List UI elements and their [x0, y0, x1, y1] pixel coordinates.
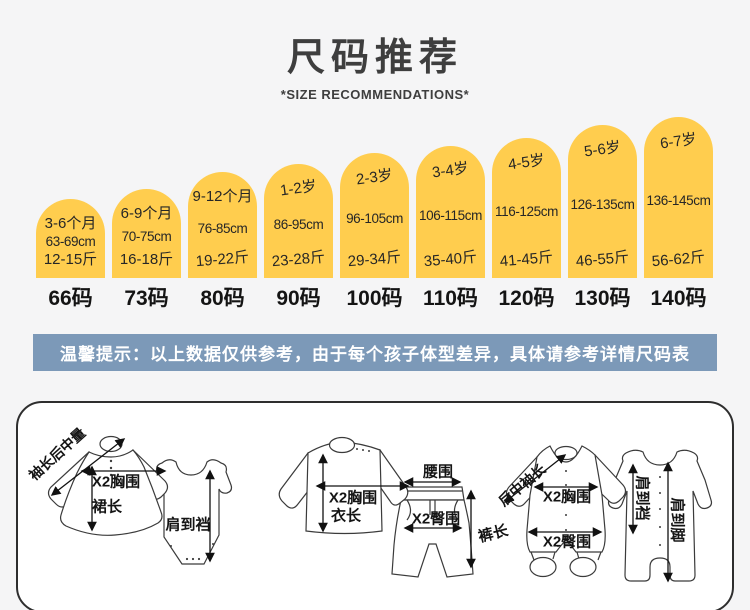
dress-skirt-label: 裙长 — [91, 498, 123, 516]
size-code-label: 140码 — [650, 287, 707, 310]
column-height: 116-125cm — [495, 203, 558, 219]
column-age: 9-12个月 — [192, 188, 253, 205]
size-code-label: 100码 — [346, 287, 403, 310]
column-age: 2-3岁 — [355, 166, 394, 189]
column-height: 96-105cm — [346, 211, 403, 226]
standing-romper-outline — [607, 449, 713, 582]
size-column: 4-5岁 116-125cm 41-45斤 120码 — [492, 138, 561, 310]
size-arch: 3-6个月 63-69cm 12-15斤 — [36, 199, 105, 278]
column-age: 6-7岁 — [659, 130, 698, 153]
column-age: 1-2岁 — [279, 177, 318, 200]
size-column: 2-3岁 96-105cm 29-34斤 100码 — [340, 153, 409, 310]
size-code-label: 80码 — [200, 287, 245, 310]
size-arch: 6-7岁 136-145cm 56-62斤 — [644, 117, 713, 278]
size-arch: 5-6岁 126-135cm 46-55斤 — [568, 125, 637, 278]
size-column: 5-6岁 126-135cm 46-55斤 130码 — [568, 125, 637, 310]
column-weight: 41-45斤 — [499, 248, 554, 271]
size-code-label: 90码 — [276, 287, 321, 310]
measurement-diagrams-svg — [47, 435, 713, 583]
column-weight: 46-55斤 — [575, 248, 630, 271]
size-arch: 2-3岁 96-105cm 29-34斤 — [340, 153, 409, 278]
page-subtitle: *SIZE RECOMMENDATIONS* — [280, 87, 470, 102]
pants-waist-label: 腰围 — [422, 463, 454, 481]
column-height: 126-135cm — [570, 197, 635, 212]
size-column: 3-4岁 106-115cm 35-40斤 110码 — [416, 146, 485, 310]
size-column: 6-7岁 136-145cm 56-62斤 140码 — [644, 117, 713, 310]
page-title: 尺码推荐 — [286, 37, 463, 79]
column-weight: 23-28斤 — [271, 248, 326, 271]
size-code-label: 130码 — [574, 287, 631, 310]
size-arch: 9-12个月 76-85cm 19-22斤 — [188, 172, 257, 278]
romper-chest-label: X2胸围 — [542, 488, 592, 506]
column-age: 3-4岁 — [431, 159, 470, 182]
column-height: 63-69cm — [45, 234, 96, 249]
column-height: 86-95cm — [273, 216, 324, 232]
romper-sleeve-arrow — [503, 454, 567, 503]
dress-chest-label: X2胸围 — [91, 473, 141, 491]
size-column: 3-6个月 63-69cm 12-15斤 66码 — [36, 199, 105, 310]
column-weight: 35-40斤 — [423, 248, 478, 271]
size-arch: 3-4岁 106-115cm 35-40斤 — [416, 146, 485, 278]
column-height: 76-85cm — [197, 220, 248, 236]
column-weight: 19-22斤 — [195, 248, 250, 271]
size-code-label: 110码 — [423, 287, 478, 310]
size-code-label: 73码 — [124, 287, 169, 310]
bodysuit-outline — [150, 459, 233, 565]
footed-romper-outline — [505, 445, 627, 578]
shirt-chest-label: X2胸围 — [328, 489, 378, 507]
column-age: 6-9个月 — [120, 205, 173, 222]
size-arch: 4-5岁 116-125cm 41-45斤 — [492, 138, 561, 278]
header: 尺码推荐 *SIZE RECOMMENDATIONS* — [0, 0, 750, 102]
column-age: 4-5岁 — [507, 151, 546, 174]
size-arch: 1-2岁 86-95cm 23-28斤 — [264, 164, 333, 278]
size-column: 6-9个月 70-75cm 16-18斤 73码 — [112, 189, 181, 310]
size-code-label: 120码 — [498, 287, 555, 310]
size-column: 1-2岁 86-95cm 23-28斤 90码 — [264, 164, 333, 310]
column-weight: 16-18斤 — [119, 251, 174, 268]
romper-foot-label: 肩到脚 — [668, 497, 686, 543]
pants-hip-label: X2臀围 — [411, 510, 461, 528]
romper-hip-label: X2臀围 — [542, 533, 592, 551]
romper-crotch-label: 肩到裆 — [633, 475, 651, 521]
column-height: 106-115cm — [419, 207, 482, 223]
bodysuit-crotch-label: 肩到裆 — [165, 516, 211, 534]
measurement-diagram-box: 袖长后中量 X2胸围 裙长 肩到裆 X2胸围 衣长 腰围 X2臀围 裤长 后中袖… — [16, 401, 734, 610]
shirt-length-label: 衣长 — [330, 507, 362, 525]
size-chart: 3-6个月 63-69cm 12-15斤 66码 6-9个月 70-75cm 1… — [36, 110, 750, 310]
pants-outline — [391, 486, 474, 578]
column-weight: 29-34斤 — [347, 248, 402, 271]
column-height: 136-145cm — [646, 193, 711, 208]
column-weight: 56-62斤 — [651, 248, 706, 271]
column-weight: 12-15斤 — [43, 251, 98, 268]
size-arch: 6-9个月 70-75cm 16-18斤 — [112, 189, 181, 278]
notice-banner: 温馨提示：以上数据仅供参考，由于每个孩子体型差异，具体请参考详情尺码表 — [33, 334, 717, 371]
size-column: 9-12个月 76-85cm 19-22斤 80码 — [188, 172, 257, 310]
column-height: 70-75cm — [121, 229, 172, 244]
size-code-label: 66码 — [48, 287, 93, 310]
column-age: 5-6岁 — [583, 138, 622, 161]
column-age: 3-6个月 — [44, 215, 97, 232]
